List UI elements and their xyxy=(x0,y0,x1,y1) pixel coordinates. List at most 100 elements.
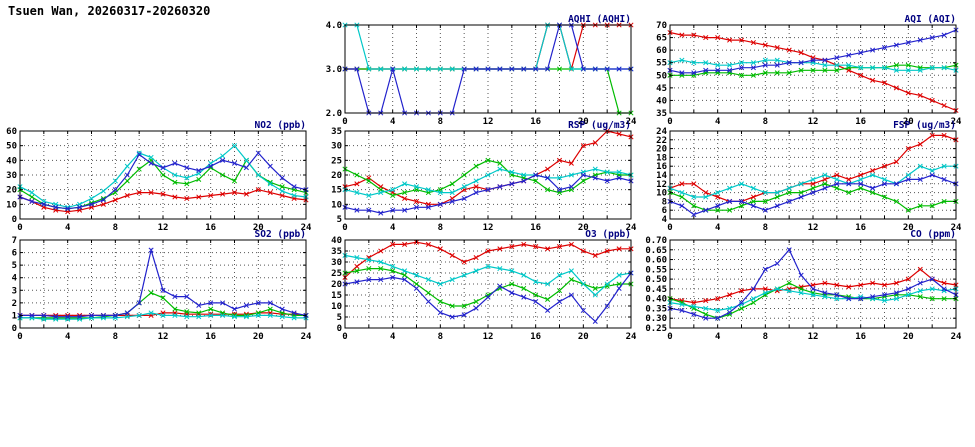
svg-text:25: 25 xyxy=(331,269,342,279)
svg-text:8: 8 xyxy=(438,117,443,127)
svg-text:20: 20 xyxy=(578,117,589,127)
svg-text:0: 0 xyxy=(667,223,672,233)
svg-text:70: 70 xyxy=(656,21,667,31)
gridlines xyxy=(670,131,956,219)
svg-text:2: 2 xyxy=(12,299,17,309)
svg-text:30: 30 xyxy=(331,258,342,268)
series-cyan xyxy=(342,22,634,72)
svg-text:65: 65 xyxy=(656,34,667,44)
svg-text:4: 4 xyxy=(715,223,721,233)
svg-text:4: 4 xyxy=(65,223,71,233)
svg-text:0.35: 0.35 xyxy=(645,304,667,314)
svg-text:4: 4 xyxy=(390,332,396,342)
gridlines xyxy=(670,240,956,328)
series-cyan-markers xyxy=(342,22,634,72)
svg-text:15: 15 xyxy=(331,291,342,301)
svg-text:0.70: 0.70 xyxy=(645,236,667,246)
svg-text:0.30: 0.30 xyxy=(645,314,667,324)
svg-text:0: 0 xyxy=(17,223,22,233)
svg-text:15: 15 xyxy=(331,186,342,196)
chart-title-o3: O3 (ppb) xyxy=(585,229,631,240)
gridlines xyxy=(670,25,956,113)
svg-text:12: 12 xyxy=(483,332,494,342)
svg-text:4: 4 xyxy=(662,215,668,225)
chart-co: 0 4 8 12 16 20 24 0.25 0.30 0.35 0.40 0.45 0.50 0.55 0… xyxy=(642,228,962,346)
svg-text:4: 4 xyxy=(65,332,71,342)
svg-text:4: 4 xyxy=(12,274,18,284)
svg-text:0: 0 xyxy=(342,332,347,342)
svg-text:4: 4 xyxy=(390,117,396,127)
chart-title-fsp: FSP (ug/m3) xyxy=(893,120,956,131)
svg-text:24: 24 xyxy=(656,127,667,137)
svg-text:20: 20 xyxy=(331,171,342,181)
svg-text:24: 24 xyxy=(626,117,637,127)
chart-title-aqhi: AQHI (AQHI) xyxy=(568,14,631,25)
svg-text:4: 4 xyxy=(390,223,396,233)
no2-plot-canvas: 0 4 8 12 16 20 24 0 10 20 30 40 50 60 NO2 (ppb) xyxy=(6,120,312,233)
svg-text:8: 8 xyxy=(113,332,118,342)
chart-aqi: 0 4 8 12 16 20 24 35 40 45 50 55 60 65 70 AQI (AQI) xyxy=(642,13,962,131)
svg-text:14: 14 xyxy=(656,171,667,181)
svg-text:8: 8 xyxy=(662,197,667,207)
svg-text:0: 0 xyxy=(342,223,347,233)
svg-text:0.60: 0.60 xyxy=(645,256,667,266)
svg-text:16: 16 xyxy=(205,332,216,342)
svg-text:20: 20 xyxy=(253,223,264,233)
svg-text:24: 24 xyxy=(301,223,312,233)
svg-text:8: 8 xyxy=(763,332,768,342)
series-red-markers xyxy=(342,239,634,280)
svg-text:20: 20 xyxy=(578,332,589,342)
svg-text:20: 20 xyxy=(903,117,914,127)
axis-labels: 0 4 8 12 16 20 24 2.0 3.0 4.0 xyxy=(326,21,637,127)
svg-text:10: 10 xyxy=(656,189,667,199)
chart-title-rsp: RSP (ug/m3) xyxy=(568,120,631,131)
chart-o3: 0 4 8 12 16 20 24 0 5 10 15 20 25 30 35 40 O3 (ppb) xyxy=(317,228,637,346)
series-green xyxy=(17,290,309,321)
svg-text:3: 3 xyxy=(12,286,17,296)
axis-ticks xyxy=(344,239,632,329)
svg-text:20: 20 xyxy=(903,223,914,233)
aqhi-plot-canvas: 0 4 8 12 16 20 24 2.0 3.0 4.0 AQHI (AQHI) xyxy=(326,14,637,127)
svg-text:20: 20 xyxy=(656,145,667,155)
svg-text:45: 45 xyxy=(656,84,667,94)
axis-ticks xyxy=(669,130,957,220)
svg-text:50: 50 xyxy=(6,142,17,152)
svg-text:20: 20 xyxy=(903,332,914,342)
svg-text:8: 8 xyxy=(113,223,118,233)
chart-fsp: 0 4 8 12 16 20 24 4 6 8 10 12 14 16 18 20 22 24 FSP (ug/m3… xyxy=(642,119,962,237)
svg-text:40: 40 xyxy=(656,96,667,106)
svg-text:8: 8 xyxy=(438,332,443,342)
svg-text:0.45: 0.45 xyxy=(645,285,667,295)
svg-text:0.40: 0.40 xyxy=(645,295,667,305)
svg-text:4.0: 4.0 xyxy=(326,21,342,31)
svg-text:16: 16 xyxy=(855,117,866,127)
co-plot-canvas: 0 4 8 12 16 20 240.250.300.350.400.450.500.550… xyxy=(645,229,962,342)
series-cyan xyxy=(667,57,959,73)
svg-text:35: 35 xyxy=(331,247,342,257)
aqi-plot-canvas: 0 4 8 12 16 20 24 35 40 45 50 55 60 65 70 AQI (AQI) xyxy=(656,14,962,127)
svg-text:8: 8 xyxy=(763,117,768,127)
svg-text:24: 24 xyxy=(951,332,962,342)
svg-text:0: 0 xyxy=(12,215,17,225)
svg-text:22: 22 xyxy=(656,136,667,146)
chart-no2: 0 4 8 12 16 20 24 0 10 20 30 40 50 60 NO2 (ppb) xyxy=(0,119,312,237)
svg-text:24: 24 xyxy=(301,332,312,342)
svg-text:12: 12 xyxy=(158,332,169,342)
axis-ticks xyxy=(19,239,307,329)
series-red xyxy=(342,22,634,72)
svg-text:6: 6 xyxy=(12,249,17,259)
chart-rsp: 0 4 8 12 16 20 24 5 10 15 20 25 30 35 RSP (ug/m3) xyxy=(317,119,637,237)
svg-text:20: 20 xyxy=(6,186,17,196)
svg-text:16: 16 xyxy=(855,332,866,342)
axis-labels: 0 4 8 12 16 20 24 0 10 20 30 40 50 60 xyxy=(6,127,312,233)
svg-text:0.25: 0.25 xyxy=(645,324,667,334)
chart-title-so2: SO2 (ppb) xyxy=(255,229,306,240)
svg-text:25: 25 xyxy=(331,156,342,166)
svg-text:12: 12 xyxy=(158,223,169,233)
series-blue xyxy=(342,270,634,324)
svg-text:18: 18 xyxy=(656,153,667,163)
